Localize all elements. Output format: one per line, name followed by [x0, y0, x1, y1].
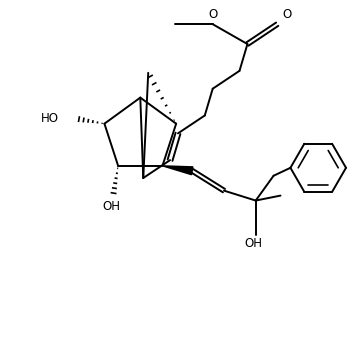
Text: HO: HO: [41, 112, 59, 125]
Text: O: O: [282, 8, 291, 21]
Text: OH: OH: [102, 199, 120, 213]
Text: O: O: [208, 8, 217, 21]
Text: OH: OH: [245, 237, 263, 250]
Polygon shape: [162, 166, 193, 175]
